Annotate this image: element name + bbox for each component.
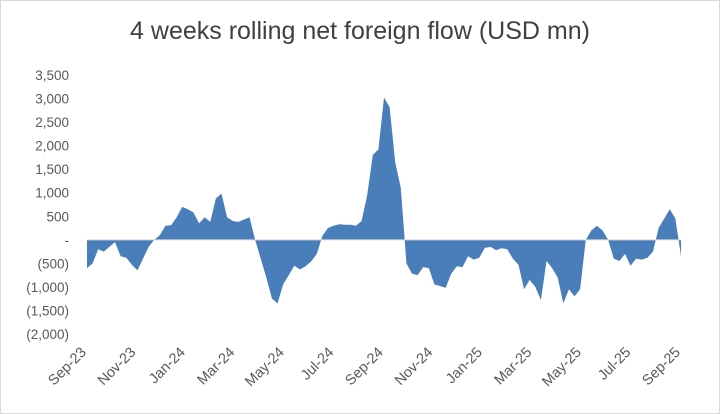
y-tick-label: (1,500)	[26, 303, 69, 318]
y-tick-label: (2,000)	[26, 327, 69, 342]
series-area	[87, 97, 681, 304]
x-tick-label: Nov-24	[392, 345, 436, 389]
x-tick-label: May-24	[242, 345, 288, 391]
y-tick-label: (1,000)	[26, 280, 69, 295]
chart-title: 4 weeks rolling net foreign flow (USD mn…	[130, 17, 590, 45]
x-tick-label: Jul-24	[298, 345, 337, 384]
x-tick-label: Mar-24	[195, 345, 239, 389]
x-tick-label: Sep-24	[342, 345, 386, 389]
x-tick-label: Sep-23	[45, 345, 89, 389]
x-tick-label: Jan-25	[443, 345, 486, 388]
x-tick-label: Jul-25	[595, 345, 634, 384]
y-tick-label: (500)	[37, 256, 69, 271]
x-tick-label: Sep-25	[639, 345, 683, 389]
x-tick-label: Mar-25	[492, 345, 536, 389]
y-tick-label: 3,500	[35, 68, 69, 83]
x-tick-label: Jan-24	[146, 345, 189, 388]
x-tick-label: Nov-23	[95, 345, 139, 389]
y-tick-label: 2,500	[35, 115, 69, 130]
x-tick-label: May-25	[539, 345, 585, 391]
y-tick-label: 1,000	[35, 186, 69, 201]
y-tick-label: -	[65, 233, 70, 248]
y-tick-label: 2,000	[35, 139, 69, 154]
y-tick-label: 3,000	[35, 92, 69, 107]
y-tick-label: 500	[46, 209, 69, 224]
y-tick-label: 1,500	[35, 162, 69, 177]
